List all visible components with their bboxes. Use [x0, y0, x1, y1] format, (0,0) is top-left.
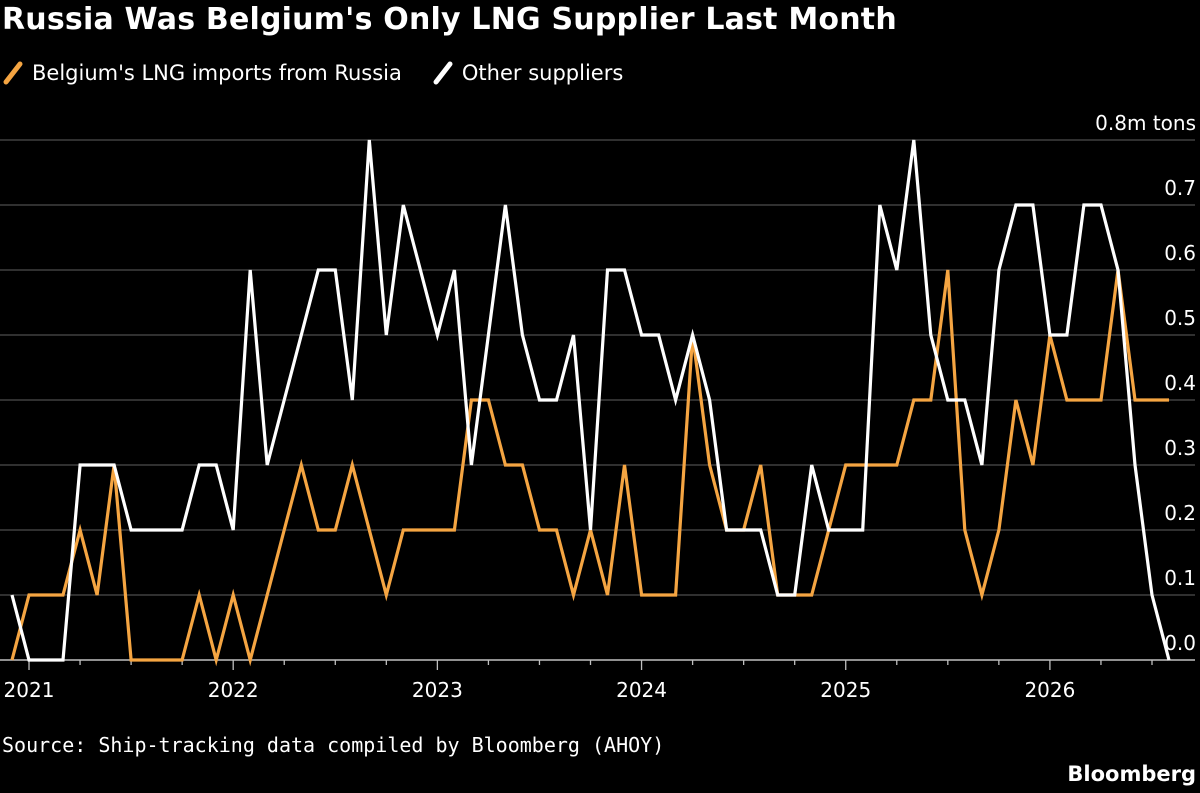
legend-swatch-other [433, 61, 453, 85]
x-axis: 2021 2022 2023 2024 2025 2026 [0, 659, 1195, 702]
y-tick-label-0: 0.0 [1164, 631, 1196, 655]
y-tick-label-2: 0.2 [1164, 501, 1196, 525]
legend-item-russia: Belgium's LNG imports from Russia [2, 60, 402, 86]
x-tick-label-2021: 2021 [4, 678, 55, 702]
legend-item-other: Other suppliers [432, 60, 623, 86]
y-axis-tick-labels: 0.0 0.1 0.2 0.3 0.4 0.5 0.6 0.7 0.8m tons [1095, 111, 1196, 655]
series-lines [10, 139, 1171, 667]
legend: Belgium's LNG imports from Russia Other … [2, 60, 653, 86]
series-line-other-suppliers [10, 139, 1171, 662]
x-tick-label-2022: 2022 [208, 678, 259, 702]
brand-logo: Bloomberg [1067, 762, 1196, 786]
x-tick-label-2023: 2023 [412, 678, 463, 702]
legend-label-other: Other suppliers [461, 61, 624, 85]
legend-label-russia: Belgium's LNG imports from Russia [32, 61, 402, 85]
y-tick-label-8: 0.8m tons [1095, 111, 1196, 135]
y-tick-label-7: 0.7 [1164, 176, 1196, 200]
y-tick-label-4: 0.4 [1164, 371, 1196, 395]
x-tick-label-2026: 2026 [1024, 678, 1075, 702]
y-tick-label-1: 0.1 [1164, 566, 1196, 590]
x-tick-label-2025: 2025 [820, 678, 871, 702]
y-tick-label-3: 0.3 [1164, 436, 1196, 460]
source-note: Source: Ship-tracking data compiled by B… [2, 733, 665, 757]
chart-title: Russia Was Belgium's Only LNG Supplier L… [2, 2, 897, 37]
legend-swatch-russia [3, 61, 23, 85]
x-tick-label-2024: 2024 [616, 678, 667, 702]
y-tick-label-5: 0.5 [1164, 306, 1196, 330]
y-tick-label-6: 0.6 [1164, 241, 1196, 265]
